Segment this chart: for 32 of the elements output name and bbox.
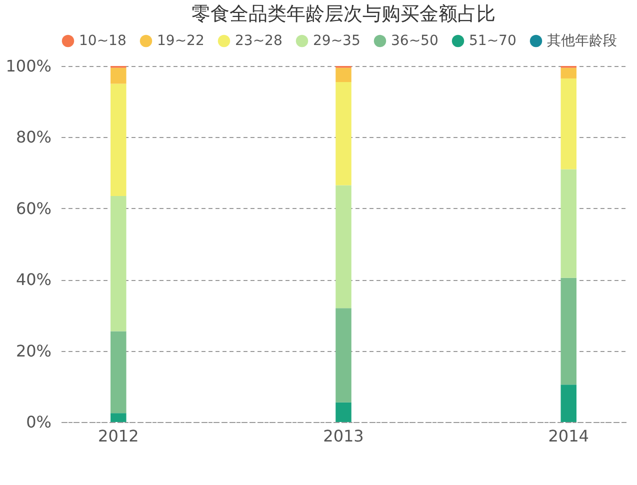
y-tick-label: 80% [16,128,52,147]
y-tick-label: 0% [26,412,52,432]
x-tick-label: 2013 [323,426,364,446]
bar [110,413,126,422]
legend-label: 23~28 [235,33,282,49]
x-tick-label: 2012 [98,426,139,446]
bar [336,308,352,402]
bar [560,384,576,422]
y-tick-label: 20% [16,341,52,360]
bar [110,68,126,84]
bar [560,169,576,278]
bar [560,78,576,170]
legend-label: 其他年龄段 [547,33,617,49]
bar [560,68,576,78]
legend-label: 29~35 [313,33,360,49]
bar [336,68,352,82]
legend-label: 36~50 [391,33,438,49]
bar [110,84,126,196]
x-tick-label: 2014 [548,426,589,446]
y-tick-label: 60% [16,198,52,218]
bar [336,82,352,186]
legend-label: 51~70 [469,33,516,49]
bar [110,196,126,332]
y-tick-label: 100% [6,56,52,76]
legend-label: 10~18 [79,33,126,49]
bar [110,331,126,414]
bar [336,402,352,422]
legend-label: 19~22 [157,33,204,49]
bar [336,185,352,308]
chart-title: 零食全品类年龄层次与购买金额占比 [192,3,496,25]
bar [560,278,576,385]
y-tick-label: 40% [16,270,52,290]
